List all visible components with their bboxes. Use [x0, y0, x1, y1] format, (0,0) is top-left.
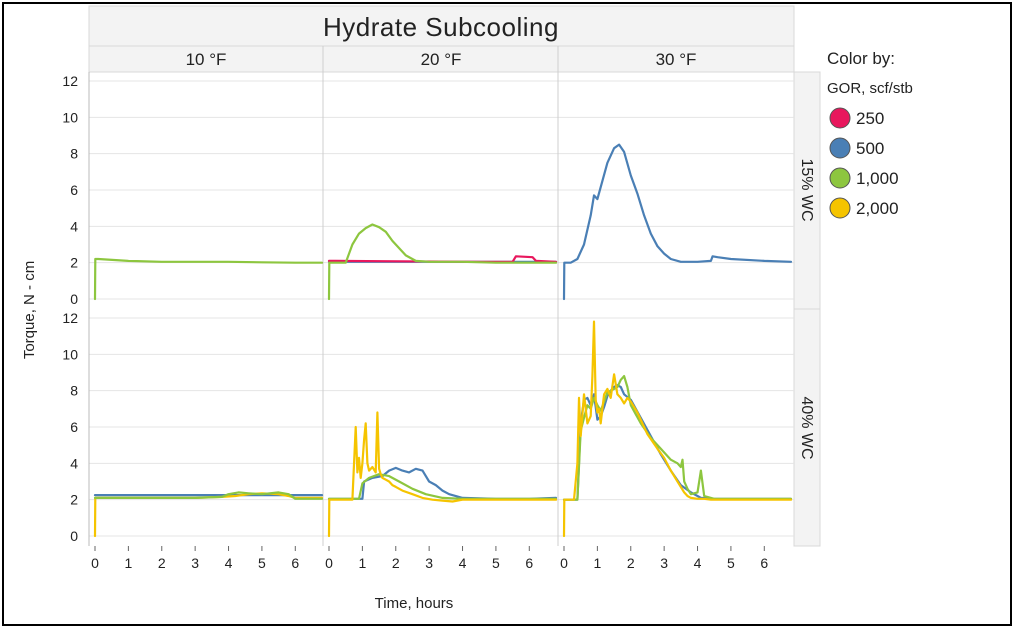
series-line [327, 411, 558, 538]
x-axis-title: Time, hours [375, 595, 454, 612]
x-tick-label: 6 [760, 555, 768, 571]
y-tick-label: 2 [70, 255, 78, 271]
x-tick-label: 0 [325, 555, 333, 571]
y-tick-label: 8 [70, 383, 78, 399]
column-label-20f: 20 °F [421, 50, 462, 69]
x-tick-label: 3 [191, 555, 199, 571]
y-tick-label: 6 [70, 182, 78, 198]
legend-label: 1,000 [856, 169, 899, 188]
y-tick-label: 4 [70, 455, 78, 471]
x-tick-label: 6 [291, 555, 299, 571]
x-tick-label: 5 [727, 555, 735, 571]
series-line [93, 491, 324, 500]
legend: Color by: GOR, scf/stb 250 500 1,000 2,000 [827, 49, 913, 219]
series-line [562, 375, 793, 501]
y-tick-label: 0 [70, 528, 78, 544]
y-tick-label: 12 [62, 73, 78, 89]
legend-title: Color by: [827, 49, 895, 68]
chart-title: Hydrate Subcooling [323, 12, 559, 42]
legend-swatch [829, 137, 851, 159]
series-line [562, 320, 793, 538]
y-axis-title: Torque, N - cm [21, 261, 38, 359]
x-tick-label: 5 [258, 555, 266, 571]
column-label-10f: 10 °F [186, 50, 227, 69]
row-label-40wc: 40% WC [798, 396, 815, 459]
y-tick-label: 8 [70, 146, 78, 162]
y-tick-label: 12 [62, 310, 78, 326]
x-tick-label: 3 [660, 555, 668, 571]
x-tick-label: 2 [627, 555, 635, 571]
x-tick-label: 1 [593, 555, 601, 571]
y-tick-label: 2 [70, 492, 78, 508]
x-tick-label: 1 [124, 555, 132, 571]
x-tick-label: 3 [425, 555, 433, 571]
legend-label: 500 [856, 139, 884, 158]
row-header-15wc [793, 71, 821, 310]
y-tick-label: 4 [70, 218, 78, 234]
y-tick-label: 6 [70, 419, 78, 435]
legend-subtitle: GOR, scf/stb [827, 80, 913, 97]
x-tick-label: 2 [158, 555, 166, 571]
x-tick-label: 5 [492, 555, 500, 571]
y-tick-label: 10 [62, 109, 78, 125]
x-tick-label: 4 [225, 555, 233, 571]
column-header-bar [88, 45, 795, 73]
y-tick-label: 0 [70, 291, 78, 307]
series-line [562, 384, 793, 501]
series-line [93, 257, 324, 301]
legend-swatch [829, 167, 851, 189]
legend-label: 250 [856, 109, 884, 128]
y-tick-label: 10 [62, 346, 78, 362]
x-tick-label: 1 [358, 555, 366, 571]
legend-label: 2,000 [856, 199, 899, 218]
x-tick-label: 4 [459, 555, 467, 571]
series-line [562, 143, 793, 301]
x-tick-label: 6 [525, 555, 533, 571]
row-label-15wc: 15% WC [798, 158, 815, 221]
column-label-30f: 30 °F [656, 50, 697, 69]
x-tick-label: 0 [560, 555, 568, 571]
x-tick-label: 4 [694, 555, 702, 571]
series-line [327, 223, 558, 301]
x-tick-label: 0 [91, 555, 99, 571]
series-line [327, 255, 558, 263]
row-header-40wc [793, 308, 821, 547]
legend-swatch [829, 107, 851, 129]
x-tick-label: 2 [392, 555, 400, 571]
legend-swatch [829, 197, 851, 219]
